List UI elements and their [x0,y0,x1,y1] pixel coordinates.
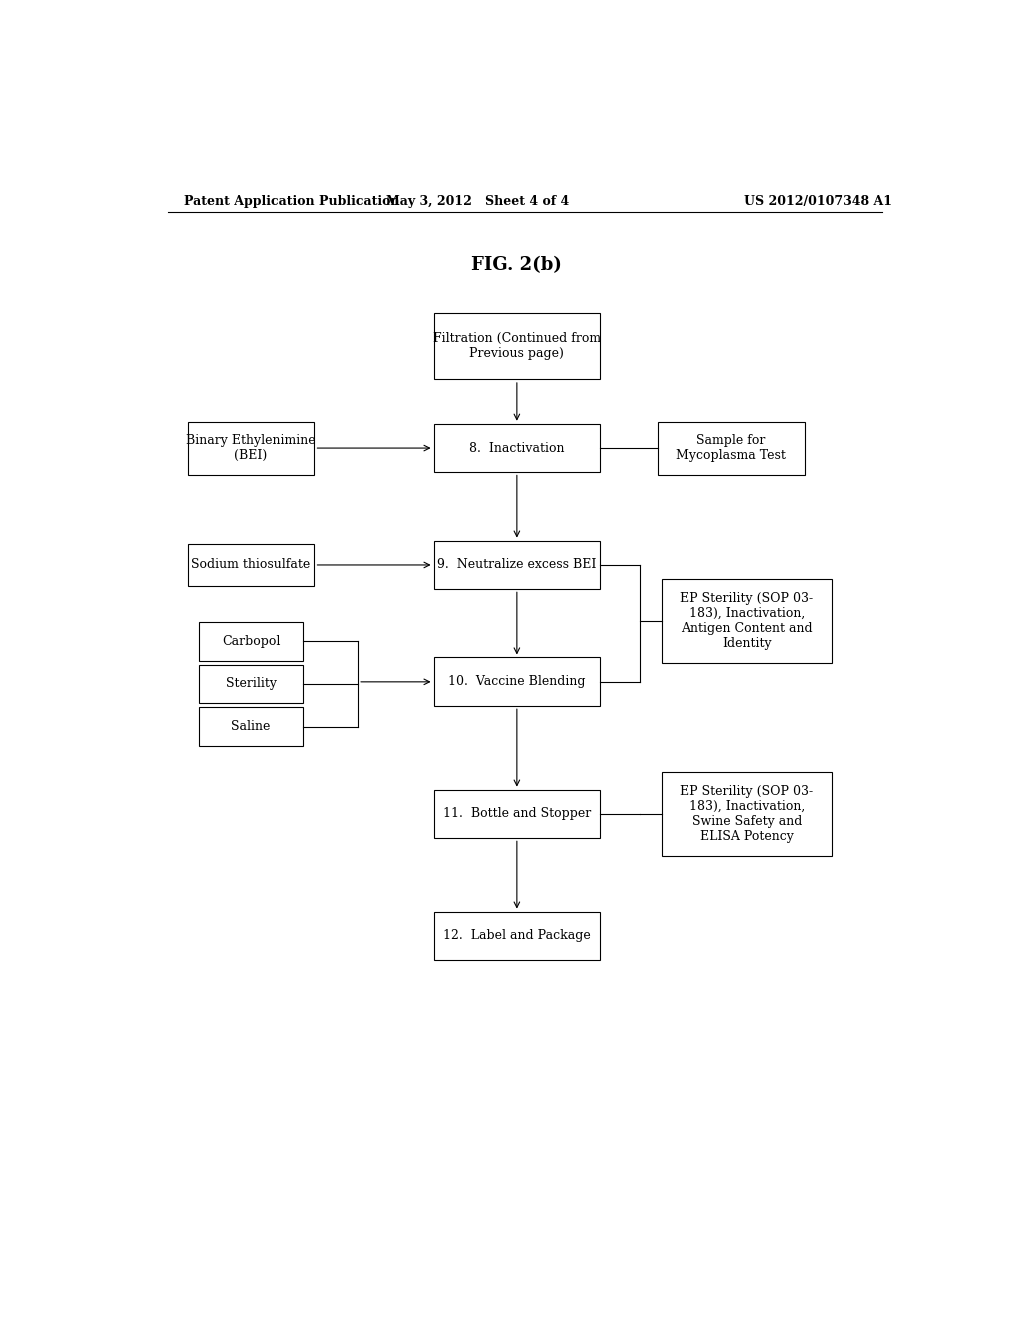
Text: 12.  Label and Package: 12. Label and Package [443,929,591,942]
Text: Patent Application Publication: Patent Application Publication [183,194,399,207]
Bar [433,541,600,589]
Text: US 2012/0107348 A1: US 2012/0107348 A1 [744,194,893,207]
Text: Filtration (Continued from
Previous page): Filtration (Continued from Previous page… [433,333,601,360]
Bar [662,579,833,663]
Text: Sample for
Mycoplasma Test: Sample for Mycoplasma Test [676,434,786,462]
Text: 11.  Bottle and Stopper: 11. Bottle and Stopper [442,808,591,821]
Text: May 3, 2012   Sheet 4 of 4: May 3, 2012 Sheet 4 of 4 [386,194,568,207]
Text: Carbopol: Carbopol [222,635,281,648]
Text: Saline: Saline [231,721,270,733]
Bar [187,421,314,474]
Text: EP Sterility (SOP 03-
183), Inactivation,
Swine Safety and
ELISA Potency: EP Sterility (SOP 03- 183), Inactivation… [680,785,814,843]
Text: 8.  Inactivation: 8. Inactivation [469,442,564,454]
Text: EP Sterility (SOP 03-
183), Inactivation,
Antigen Content and
Identity: EP Sterility (SOP 03- 183), Inactivation… [680,591,814,649]
Text: 10.  Vaccine Blending: 10. Vaccine Blending [449,676,586,688]
Text: Sterility: Sterility [225,677,276,690]
Text: FIG. 2(b): FIG. 2(b) [471,256,562,275]
Bar [433,424,600,473]
Bar [187,544,314,586]
Text: 9.  Neutralize excess BEI: 9. Neutralize excess BEI [437,558,597,572]
Text: Binary Ethylenimine
(BEI): Binary Ethylenimine (BEI) [186,434,315,462]
Bar [657,421,805,474]
Text: Sodium thiosulfate: Sodium thiosulfate [191,558,310,572]
Bar [433,657,600,706]
Bar [200,664,303,704]
Bar [433,789,600,838]
Bar [662,772,833,855]
Bar [200,708,303,746]
Bar [433,313,600,379]
Bar [200,622,303,660]
Bar [433,912,600,961]
